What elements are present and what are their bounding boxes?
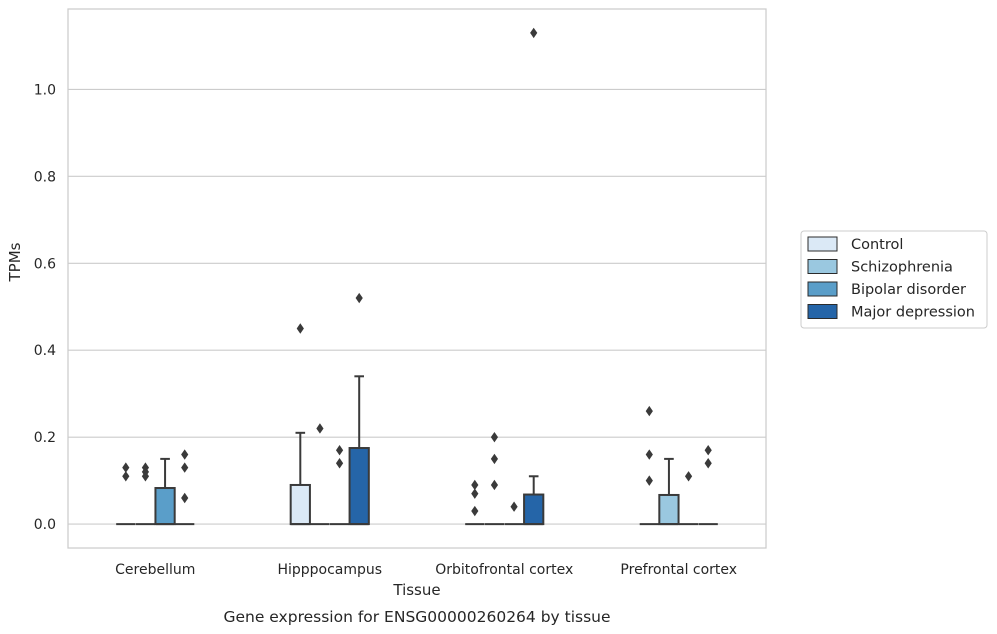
box-bipolar-disorder xyxy=(678,471,699,526)
legend-frame xyxy=(800,230,988,329)
outlier-point xyxy=(181,462,189,473)
outlier-point xyxy=(645,449,653,460)
y-axis-ticks: 0.0 0.2 0.4 0.6 0.8 1.0 xyxy=(34,82,56,533)
box-body xyxy=(348,447,370,526)
outlier-point xyxy=(335,444,344,456)
legend: Control Schizophrenia Bipolar disorder Majo… xyxy=(800,230,988,329)
y-tick-label: 0.0 xyxy=(34,517,56,533)
x-axis-ticks: Cerebellum Hipppocampus Orbitofrontal cort… xyxy=(115,562,737,578)
box-schizophrenia xyxy=(135,462,156,526)
box-bipolar-disorder xyxy=(154,457,176,526)
outlier-point xyxy=(490,431,499,443)
outlier-point xyxy=(645,405,653,417)
outlier-point xyxy=(355,292,363,304)
box-major-depression xyxy=(348,292,370,526)
y-tick-label: 0.2 xyxy=(34,430,56,446)
box-plot-area xyxy=(116,27,718,526)
legend-label: Schizophrenia xyxy=(851,260,953,276)
chart-caption: Gene expression for ENSG00000260264 by t… xyxy=(223,608,610,626)
y-tick-label: 0.8 xyxy=(34,169,56,185)
x-tick-label: Hipppocampus xyxy=(277,562,382,578)
box-body xyxy=(523,493,545,526)
box-major-depression xyxy=(175,449,195,526)
box-control xyxy=(465,479,485,526)
box-body xyxy=(658,493,680,526)
outlier-point xyxy=(181,492,189,504)
x-tick-label: Orbitofrontal cortex xyxy=(435,562,573,578)
box-bipolar-disorder xyxy=(504,501,524,526)
x-axis-label: Tissue xyxy=(392,581,440,599)
outlier-point xyxy=(122,462,130,473)
outlier-point xyxy=(181,449,189,460)
legend-swatch xyxy=(807,281,838,297)
y-tick-label: 1.0 xyxy=(34,82,56,98)
outlier-point xyxy=(490,479,499,491)
legend-label: Major depression xyxy=(851,305,975,321)
outlier-point xyxy=(490,453,499,465)
outlier-point xyxy=(471,505,479,517)
legend-label: Control xyxy=(851,237,903,253)
plot-frame xyxy=(67,8,767,549)
x-tick-label: Cerebellum xyxy=(115,562,195,578)
box-major-depression xyxy=(698,444,718,526)
outlier-point xyxy=(530,27,538,39)
legend-swatch xyxy=(807,259,838,274)
outlier-point xyxy=(471,479,479,491)
outlier-point xyxy=(141,462,150,473)
outlier-point xyxy=(335,458,344,469)
y-axis-label: TPMs xyxy=(6,242,24,282)
box-body xyxy=(154,487,176,526)
outlier-point xyxy=(704,458,712,469)
outlier-point xyxy=(122,471,130,482)
box-schizophrenia xyxy=(658,457,680,526)
outlier-point xyxy=(316,423,324,434)
outlier-point xyxy=(684,471,693,482)
outlier-point xyxy=(471,488,479,499)
box-control xyxy=(289,323,311,526)
x-tick-label: Prefrontal cortex xyxy=(620,562,737,578)
y-tick-label: 0.6 xyxy=(34,256,56,272)
outlier-point xyxy=(704,444,712,456)
y-tick-label: 0.4 xyxy=(34,343,56,359)
outlier-point xyxy=(510,501,518,512)
box-bipolar-disorder xyxy=(329,444,350,526)
box-body xyxy=(289,483,311,526)
grid-lines xyxy=(68,88,766,525)
box-control xyxy=(639,405,659,526)
outlier-point xyxy=(296,323,304,334)
legend-swatch xyxy=(807,304,838,319)
box-control xyxy=(116,462,136,526)
box-schizophrenia xyxy=(484,431,505,526)
box-major-depression xyxy=(523,27,545,526)
outlier-point xyxy=(645,475,653,486)
legend-label: Bipolar disorder xyxy=(851,282,966,298)
legend-swatch xyxy=(807,236,838,252)
box-schizophrenia xyxy=(310,423,330,526)
